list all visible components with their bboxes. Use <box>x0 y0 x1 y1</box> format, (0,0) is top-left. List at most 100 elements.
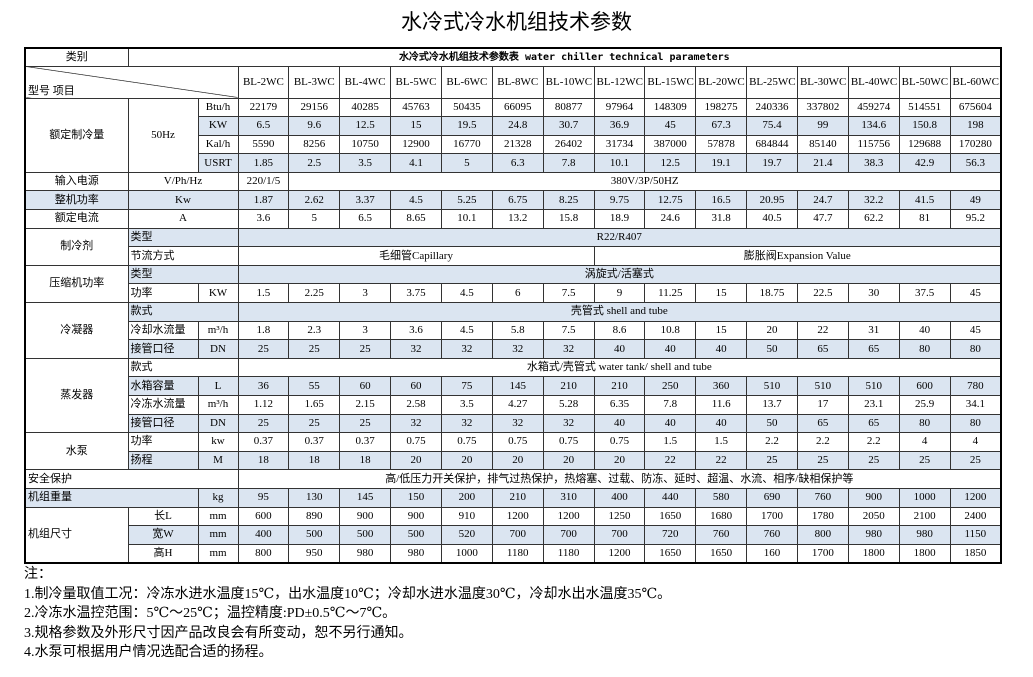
table-cell: 150 <box>390 487 442 508</box>
table-cell: 6.5 <box>237 116 290 136</box>
table-cell: 2.2 <box>847 432 900 452</box>
table-cell: 25 <box>847 450 900 471</box>
table-cell: 97964 <box>593 97 646 118</box>
table-cell: 40285 <box>339 97 392 118</box>
table-cell: 1650 <box>644 543 697 564</box>
table-cell: 7.8 <box>542 153 595 173</box>
table-cell: 115756 <box>847 134 900 155</box>
table-cell: 水箱容量 <box>127 376 199 396</box>
table-cell: 3.5 <box>440 395 493 415</box>
table-cell: 6 <box>491 283 544 304</box>
table-cell: 21.4 <box>796 153 849 173</box>
table-cell: 18 <box>288 450 341 471</box>
table-row: 宽W mm 400 500 500 500 520 700 700 700 720 760 760 800… <box>25 525 1002 545</box>
table-row: 扬程 M 18 18 18 20 20 20 20 20 22 22 25 25 25 25 25 <box>25 450 1002 471</box>
table-cell: 22 <box>644 450 697 471</box>
table-cell: 类别 <box>24 47 129 67</box>
table-cell: 5.28 <box>542 395 595 415</box>
table-cell: BL-10WC <box>542 65 595 99</box>
note-line: 1.制冷量取值工况：冷冻水进水温度15℃，出水温度10℃；冷却水进水温度30℃，… <box>24 586 672 602</box>
table-cell: 700 <box>491 525 544 545</box>
table-cell: 5 <box>440 153 493 173</box>
table-cell: 3 <box>339 283 392 304</box>
table-cell: 85140 <box>796 134 849 155</box>
table-cell: 99 <box>796 116 849 136</box>
table-cell: 1200 <box>949 487 1002 508</box>
table-cell: 18.75 <box>746 283 798 304</box>
table-cell: 210 <box>491 487 544 508</box>
table-cell: L <box>197 376 239 396</box>
table-cell: 12.5 <box>644 153 697 173</box>
table-cell: 15 <box>695 320 748 341</box>
table-cell: 20 <box>491 450 544 471</box>
table-cell: 150.8 <box>898 116 951 136</box>
table-cell: 145 <box>339 487 392 508</box>
table-cell: 36.9 <box>593 116 646 136</box>
table-cell: 95.2 <box>949 209 1002 229</box>
table-cell: 0.75 <box>390 432 442 452</box>
table-cell: 690 <box>746 487 798 508</box>
table-cell: 8256 <box>288 134 341 155</box>
table-cell: 510 <box>796 376 849 396</box>
table-cell: 198 <box>949 116 1002 136</box>
table-cell: 1200 <box>491 506 544 527</box>
table-cell: 款式 <box>127 302 239 322</box>
table-cell: 37.5 <box>898 283 951 304</box>
table-row: 制冷剂 类型 R22/R407 <box>24 227 1002 266</box>
table-cell: 980 <box>898 525 951 545</box>
table-cell: 蒸发器 <box>24 357 129 434</box>
table-cell: 80 <box>898 413 951 434</box>
table-cell: 890 <box>288 506 341 527</box>
table-cell: 25 <box>949 450 1002 471</box>
table-cell: 4 <box>949 432 1002 452</box>
table-cell: Btu/h <box>197 97 239 118</box>
table-cell: 膨胀阀Expansion Value <box>593 246 1002 266</box>
table-row: 冷冻水流量 m³/h 1.12 1.65 2.15 2.58 3.5 4.27 5.28 6.35… <box>25 395 1002 415</box>
table-cell: 30.7 <box>542 116 595 136</box>
table-cell: 2.58 <box>390 395 442 415</box>
table-cell: 65 <box>847 413 900 434</box>
table-cell: 1650 <box>644 506 697 527</box>
table-cell: 机组重量 <box>24 487 199 508</box>
table-row: 额定制冷量 50Hz Btu/h 22179 29156 40285 45763 50435 6… <box>24 97 1002 173</box>
table-cell: 3.37 <box>339 190 392 211</box>
table-cell: 25 <box>288 413 341 434</box>
table-cell: 18 <box>237 450 290 471</box>
table-cell: 170280 <box>949 134 1002 155</box>
table-cell: 12.75 <box>644 190 697 211</box>
table-cell: 700 <box>542 525 595 545</box>
table-cell: USRT <box>197 153 239 173</box>
table-row: 水泵 功率 kw 0.37 0.37 0.37 0.75 0.75 0.75 0.75 0.75 1.… <box>24 432 1002 471</box>
table-row: 接管口径 DN 25 25 25 32 32 32 32 40 40 40 50 65 65 80 80 <box>25 413 1002 434</box>
table-row: 节流方式 毛细管Capillary 膨胀阀Expansion Value <box>25 246 1002 266</box>
table-cell: 360 <box>695 376 748 396</box>
table-cell: 长L <box>127 506 199 527</box>
table-cell: 11.25 <box>644 283 697 304</box>
table-cell: 80 <box>949 413 1002 434</box>
table-cell: 接管口径 <box>127 413 199 434</box>
table-cell: 900 <box>339 506 392 527</box>
table-cell: 10.1 <box>593 153 646 173</box>
table-cell: 款式 <box>127 357 239 378</box>
table-cell: 毛细管Capillary <box>237 246 595 266</box>
table-cell: 134.6 <box>847 116 900 136</box>
table-cell: 0.75 <box>593 432 646 452</box>
table-cell: 75.4 <box>746 116 798 136</box>
table-cell: 337802 <box>796 97 849 118</box>
table-cell: 50435 <box>440 97 493 118</box>
table-cell: 额定制冷量 <box>24 97 129 173</box>
table-cell: 500 <box>288 525 341 545</box>
table-cell: 12.5 <box>339 116 392 136</box>
table-cell: 1800 <box>847 543 900 564</box>
table-cell: 32 <box>542 413 595 434</box>
table-cell: 200 <box>440 487 493 508</box>
table-cell: 22 <box>695 450 748 471</box>
table-cell: 80 <box>949 339 1002 359</box>
table-cell: 900 <box>390 506 442 527</box>
table-cell: BL-4WC <box>339 65 392 99</box>
table-cell: 1180 <box>542 543 595 564</box>
table-cell: 29156 <box>288 97 341 118</box>
table-cell: 400 <box>237 525 290 545</box>
table-cell: 24.6 <box>644 209 697 229</box>
table-cell: 10.8 <box>644 320 697 341</box>
